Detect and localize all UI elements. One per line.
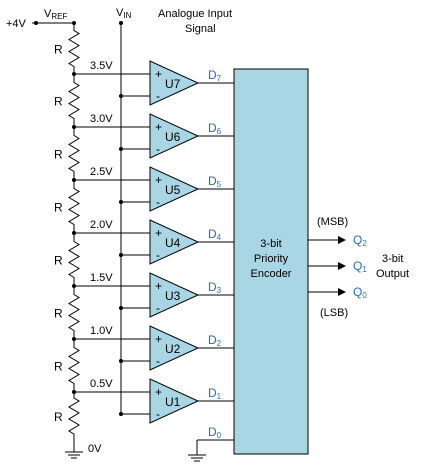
encoder-label-line2: Priority	[254, 253, 289, 265]
tap-voltage-label: 0.5V	[90, 378, 113, 390]
tap-voltage-label: 2.0V	[90, 219, 113, 231]
comparator-label: U6	[165, 130, 181, 144]
comparator-u4	[149, 219, 200, 265]
comparator-label: U4	[165, 236, 181, 250]
d-output-label: D5	[208, 174, 222, 189]
arrow-icon	[338, 262, 346, 270]
comparator-u2	[149, 325, 200, 371]
vin-label: VIN	[116, 7, 132, 20]
vref-label: VREF	[44, 8, 67, 21]
q-output-label: Q0	[353, 285, 367, 300]
comparator-minus-pin: -	[156, 195, 160, 209]
tap-voltage-label: 1.5V	[90, 272, 113, 284]
comparator-label: U5	[165, 183, 181, 197]
priority-encoder	[233, 68, 309, 455]
comparator-plus-pin: +	[155, 173, 162, 187]
comparator-label: U7	[165, 77, 181, 91]
comparator-label: U1	[165, 395, 181, 409]
resistor-label: R	[54, 95, 63, 109]
resistor-5	[68, 233, 80, 286]
input-desc-line1: Analogue Input	[158, 8, 232, 20]
comparator-plus-pin: +	[155, 332, 162, 346]
comparator-plus-pin: +	[155, 279, 162, 293]
d-output-label: D3	[208, 280, 222, 295]
resistor-8	[68, 392, 80, 440]
comparator-label: U2	[165, 342, 181, 356]
comparator-minus-pin: -	[156, 354, 160, 368]
comparator-minus-pin: -	[156, 407, 160, 421]
comparator-minus-pin: -	[156, 89, 160, 103]
resistor-4	[68, 180, 80, 233]
d-output-label: D4	[208, 227, 222, 242]
comparator-u1	[149, 378, 200, 424]
comparator-u6	[149, 113, 200, 159]
output-desc-line1: 3-bit	[382, 253, 403, 265]
d-output-label: D0	[208, 425, 222, 440]
resistor-label: R	[54, 43, 63, 57]
tap-voltage-label: 3.5V	[90, 60, 113, 72]
comparator-minus-pin: -	[156, 142, 160, 156]
q-output-label: Q1	[353, 259, 367, 274]
arrow-icon	[338, 288, 346, 296]
d-output-label: D1	[208, 386, 222, 401]
msb-label: (MSB)	[317, 216, 348, 228]
resistor-2	[68, 74, 80, 127]
d-output-label: D2	[208, 333, 222, 348]
tap-voltage-label: 1.0V	[90, 325, 113, 337]
comparator-plus-pin: +	[155, 226, 162, 240]
resistor-label: R	[54, 148, 63, 162]
encoder-label-line1: 3-bit	[260, 238, 281, 250]
resistor-3	[68, 127, 80, 180]
resistor-label: R	[54, 410, 63, 424]
tap-voltage-label: 3.0V	[90, 113, 113, 125]
comparator-plus-pin: +	[155, 120, 162, 134]
d-output-label: D7	[208, 68, 222, 83]
comparator-minus-pin: -	[156, 248, 160, 262]
resistor-6	[68, 286, 80, 339]
resistor-1	[68, 23, 80, 74]
resistor-label: R	[54, 307, 63, 321]
q-output-label: Q2	[353, 233, 367, 248]
output-desc-line2: Output	[376, 268, 409, 280]
supply-terminal	[34, 21, 38, 25]
encoder-label-line3: Encoder	[251, 268, 292, 280]
d-output-label: D6	[208, 121, 222, 136]
arrow-icon	[338, 236, 346, 244]
comparator-minus-pin: -	[156, 301, 160, 315]
resistor-label: R	[54, 360, 63, 374]
resistor-label: R	[54, 254, 63, 268]
comparator-u7	[149, 60, 200, 106]
comparator-plus-pin: +	[155, 385, 162, 399]
comparator-u3	[149, 272, 200, 318]
supply-label: +4V	[6, 18, 27, 30]
lsb-label: (LSB)	[320, 307, 348, 319]
ground-label: 0V	[88, 443, 102, 455]
comparator-label: U3	[165, 289, 181, 303]
tap-voltage-label: 2.5V	[90, 166, 113, 178]
resistor-7	[68, 339, 80, 392]
comparator-u5	[149, 166, 200, 212]
input-desc-line2: Signal	[185, 23, 216, 35]
resistor-label: R	[54, 201, 63, 215]
comparator-plus-pin: +	[155, 67, 162, 81]
